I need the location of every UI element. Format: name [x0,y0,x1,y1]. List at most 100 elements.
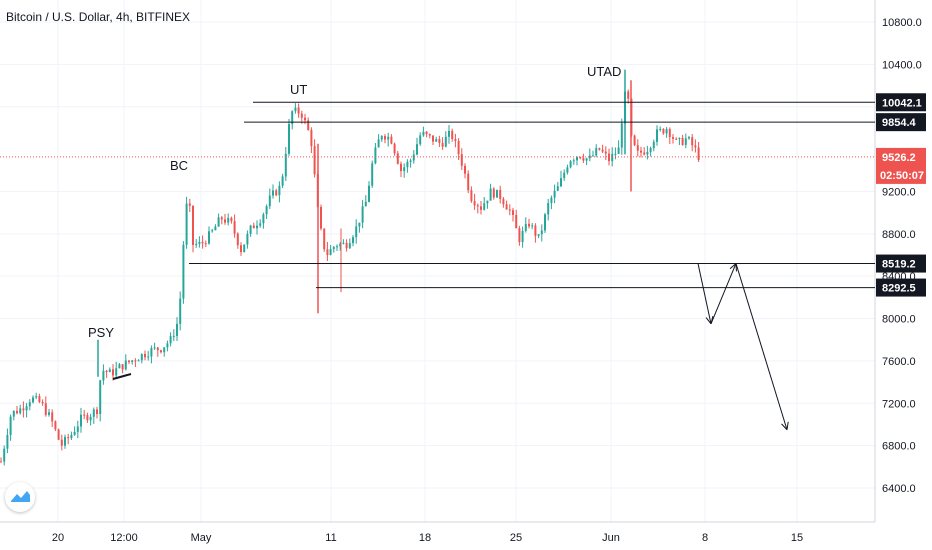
candle-body [32,397,34,403]
candle-body [284,153,287,177]
candle-body [508,209,511,211]
candle-body [476,205,479,207]
candle-body [160,350,162,353]
candle-body [137,360,140,362]
candle-body [172,335,175,337]
candle-body [44,403,47,415]
candle-body [684,138,687,145]
candle-body [451,130,454,139]
candle-body [400,163,402,172]
y-tick-label: 8000.0 [882,314,916,326]
candle-body [649,148,652,152]
candle-body [486,200,489,204]
candle-body [512,210,514,215]
candle-body [432,135,434,142]
candle-body [211,230,214,232]
projection-arrow [697,263,712,324]
candle-body [102,370,105,381]
candle-body [380,136,383,140]
candle-body [553,190,556,198]
candle-body [150,347,153,357]
candle-body [256,225,258,229]
tradingview-logo-icon[interactable] [5,482,35,512]
candle-body [524,223,527,231]
candle-body [352,237,354,244]
price-level-label: 9854.4 [882,117,917,129]
candle-body [329,249,332,255]
candle-body [492,188,495,198]
candle-body [576,156,578,161]
candle-body [464,165,466,174]
candle-body [604,151,607,154]
x-tick-label: 11 [325,532,336,544]
candle-body [41,401,44,404]
candle-body [272,190,274,196]
candle-body [163,347,166,353]
candle-body [409,160,412,162]
candle-body [499,189,502,199]
candle-body [374,147,377,164]
candle-body [153,347,156,349]
y-tick-label: 8800.0 [882,229,916,241]
candle-body [384,136,386,140]
candle-body [64,437,66,446]
candle-body [6,435,9,449]
candle-body [662,128,665,134]
y-tick-label: 9200.0 [882,186,916,198]
candle-body [377,139,380,148]
candle-body [694,145,697,148]
candle-body [124,360,127,370]
candle-body [323,228,326,250]
candle-body [560,178,562,187]
candle-body [83,414,86,416]
annotation-bc: BC [170,158,188,173]
candle-body [540,230,543,235]
candle-body [675,138,678,140]
candle-body [393,143,396,154]
candle-body [515,214,518,229]
y-tick-label: 6400.0 [882,483,916,495]
candle-body [483,203,486,210]
candle-body [601,149,604,152]
candle-body [310,130,313,147]
candle-body [268,195,271,207]
candle-body [76,426,79,432]
candle-body [28,402,31,407]
candle-body [361,206,364,223]
candle-body [307,120,310,131]
projection-arrow-head [781,423,788,431]
candle-body [598,148,601,150]
candle-body [115,368,118,376]
candle-body [518,228,521,243]
candle-body [342,242,345,244]
x-tick-label: 15 [791,532,803,544]
candle-body [118,364,121,369]
candle-body [16,410,18,414]
candle-body [227,217,230,223]
candle-body [617,147,620,154]
candle-body [614,153,617,155]
candle-body [563,172,566,179]
y-tick-label: 7200.0 [882,398,916,410]
candle-body [131,360,134,363]
candle-body [249,225,252,234]
y-tick-label: 6800.0 [882,441,916,453]
candle-body [358,222,361,227]
x-tick-label: 18 [419,532,431,544]
candle-body [201,242,204,244]
candle-body [198,242,201,244]
price-level-tag [876,278,926,297]
x-tick-label: 25 [510,532,522,544]
projection-arrow [710,263,737,325]
candle-body [633,135,636,146]
candle-body [403,167,406,172]
candle-body [572,160,575,162]
candle-body [38,396,41,402]
candle-body [636,145,639,151]
candle-body [236,233,239,246]
candle-body [0,461,2,463]
candle-body [179,298,182,324]
y-tick-label: 7600.0 [882,356,916,368]
candle-body [99,380,102,415]
